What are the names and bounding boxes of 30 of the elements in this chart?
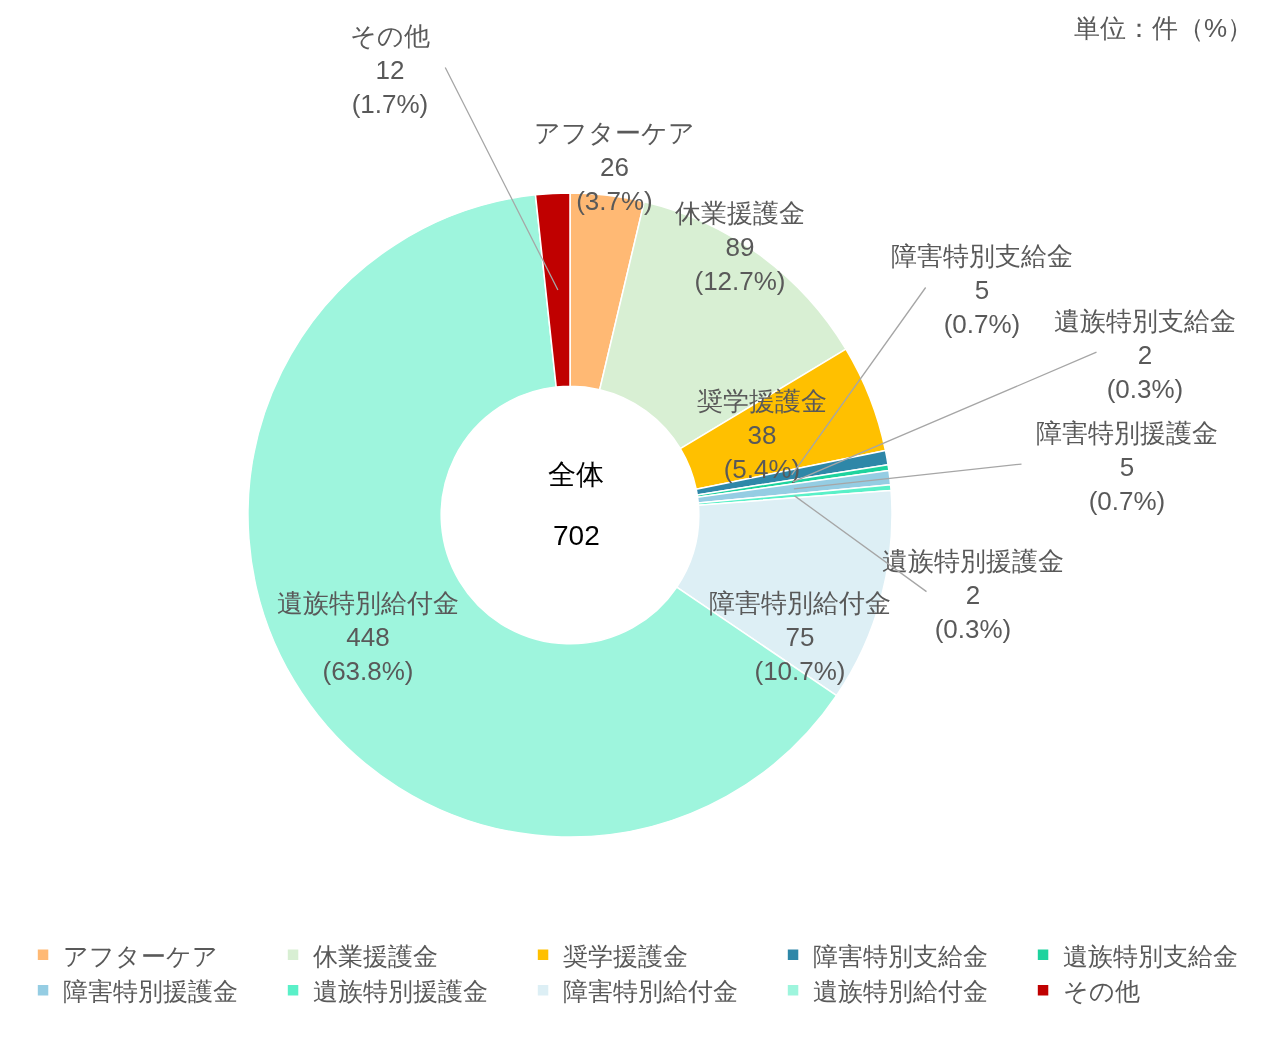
slice-label: 遺族特別援護金 bbox=[882, 546, 1064, 576]
legend-label: アフターケア bbox=[63, 941, 219, 970]
slice-label: 障害特別給付金 bbox=[709, 588, 891, 618]
legend-label: 障害特別給付金 bbox=[563, 977, 739, 1005]
legend-label: 遺族特別給付金 bbox=[813, 977, 989, 1005]
data-label: 5 (0.7%) bbox=[943, 274, 1021, 339]
slice-label: 遺族特別給付金 bbox=[277, 588, 459, 618]
data-label: 12 (1.7%) bbox=[351, 54, 429, 119]
data-label: 448 (63.8%) bbox=[322, 621, 414, 686]
slice-label: 障害特別支給金 bbox=[891, 241, 1073, 271]
slice-label: 障害特別援護金 bbox=[1036, 418, 1218, 448]
text: 全体 bbox=[548, 459, 604, 490]
legend-label: 障害特別援護金 bbox=[63, 977, 239, 1005]
data-label: 2 (0.3%) bbox=[1106, 339, 1184, 404]
legend-label: 遺族特別援護金 bbox=[313, 977, 489, 1005]
data-label: 75 (10.7%) bbox=[754, 621, 846, 686]
legend-label: その他 bbox=[1063, 977, 1141, 1005]
data-label: 5 (0.7%) bbox=[1088, 451, 1166, 516]
slice-label: 休業援護金 bbox=[675, 198, 805, 228]
data-label: 89 (12.7%) bbox=[694, 231, 786, 296]
legend-label: 障害特別支給金 bbox=[813, 941, 989, 970]
slice-label: 遺族特別支給金 bbox=[1054, 306, 1236, 336]
chart-subtitle: 単位：件（%） bbox=[1074, 13, 1254, 43]
legend-label: 遺族特別支給金 bbox=[1063, 941, 1239, 970]
legend-label: 奨学援護金 bbox=[563, 941, 689, 970]
data-label: 2 (0.3%) bbox=[934, 579, 1012, 644]
legend-label: 休業援護金 bbox=[313, 941, 439, 970]
text: 702 bbox=[553, 520, 600, 551]
slice-label: その他 bbox=[350, 21, 430, 51]
slice-label: アフターケア bbox=[534, 118, 695, 148]
